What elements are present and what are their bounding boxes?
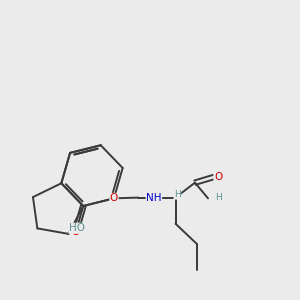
Text: NH: NH: [146, 193, 162, 202]
Text: O: O: [110, 193, 118, 203]
Text: O: O: [214, 172, 222, 182]
Text: HO: HO: [69, 223, 85, 233]
Text: O: O: [72, 227, 80, 237]
Text: H: H: [215, 193, 222, 202]
Text: H: H: [174, 190, 181, 199]
